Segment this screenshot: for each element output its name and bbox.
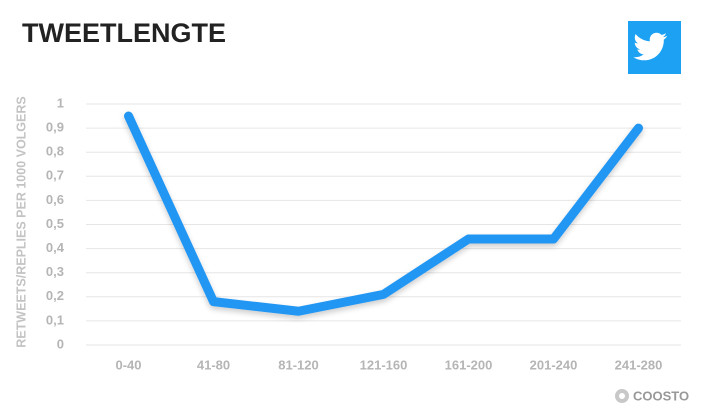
y-tick-label: 0,1 xyxy=(46,312,64,327)
x-tick-label: 41-80 xyxy=(197,357,230,372)
y-tick-label: 0,7 xyxy=(46,168,64,183)
y-tick-label: 0,5 xyxy=(46,216,64,231)
x-tick-label: 161-200 xyxy=(445,357,493,372)
y-axis-label: RETWEETS/REPLIES PER 1000 VOLGERS xyxy=(14,96,28,347)
data-line xyxy=(124,111,643,316)
x-tick-label: 121-160 xyxy=(360,357,408,372)
x-tick-label: 201-240 xyxy=(530,357,578,372)
x-tick-label: 0-40 xyxy=(115,357,141,372)
y-tick-label: 0,2 xyxy=(46,288,64,303)
y-tick-label: 0,9 xyxy=(46,120,64,135)
y-tick-label: 0,8 xyxy=(46,144,64,159)
y-tick-label: 0,6 xyxy=(46,192,64,207)
x-tick-label: 241-280 xyxy=(615,357,663,372)
brand: COOSTO xyxy=(615,388,689,403)
twitter-logo xyxy=(628,21,681,74)
y-tick-label: 0,3 xyxy=(46,264,64,279)
y-tick-label: 0 xyxy=(57,336,64,351)
chart-title: TWEETLENGTE xyxy=(22,18,226,48)
x-tick-label: 81-120 xyxy=(278,357,318,372)
brand-name: COOSTO xyxy=(633,388,689,403)
y-tick-label: 0,4 xyxy=(46,240,65,255)
y-tick-label: 1 xyxy=(57,95,64,110)
